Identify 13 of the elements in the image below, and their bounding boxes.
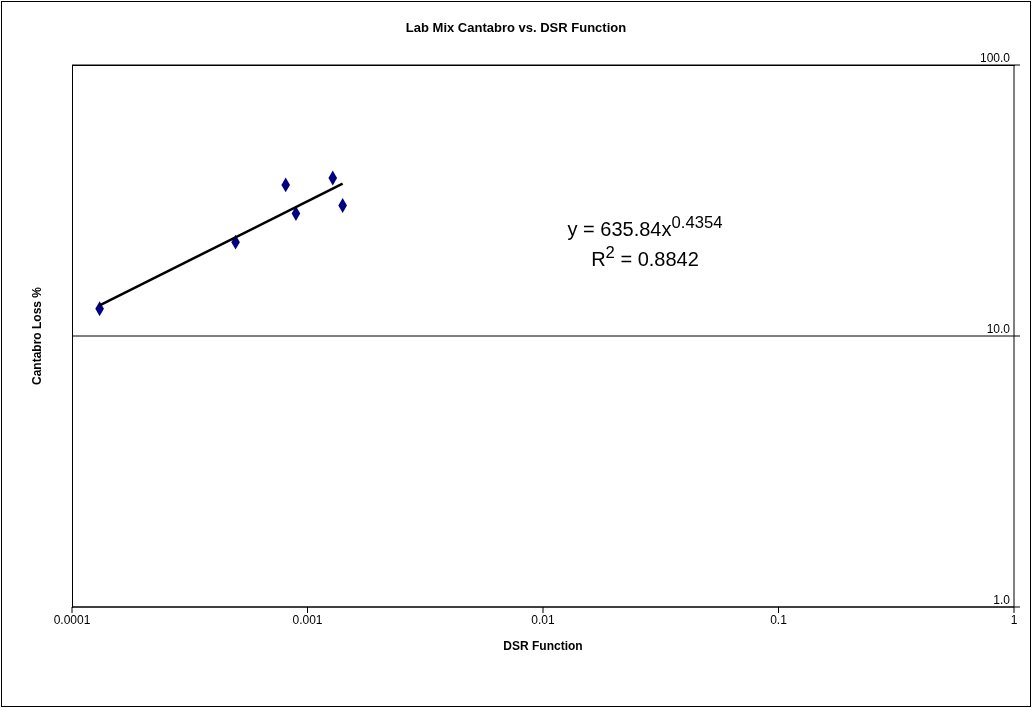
y-tick-label: 10.0 [986, 322, 1011, 336]
y-axis-title: Cantabro Loss % [30, 286, 44, 386]
x-tick-label: 0.1 [770, 612, 788, 627]
x-tick-label: 1 [1010, 612, 1018, 627]
x-axis-title: DSR Function [502, 639, 584, 653]
x-tick-label: 0.0001 [53, 612, 91, 627]
y-tick-label: 100.0 [979, 51, 1011, 65]
x-tick-label: 0.001 [292, 612, 323, 627]
y-tick-label: 1.0 [993, 593, 1011, 607]
annotation: R$^{2}$ = 0.8842 [590, 242, 700, 271]
x-tick-label: 0.01 [531, 612, 555, 627]
chart-title: Lab Mix Cantabro vs. DSR Function [404, 20, 628, 35]
annotation: y = 635.84x$^{0.4354}$ [566, 212, 724, 241]
